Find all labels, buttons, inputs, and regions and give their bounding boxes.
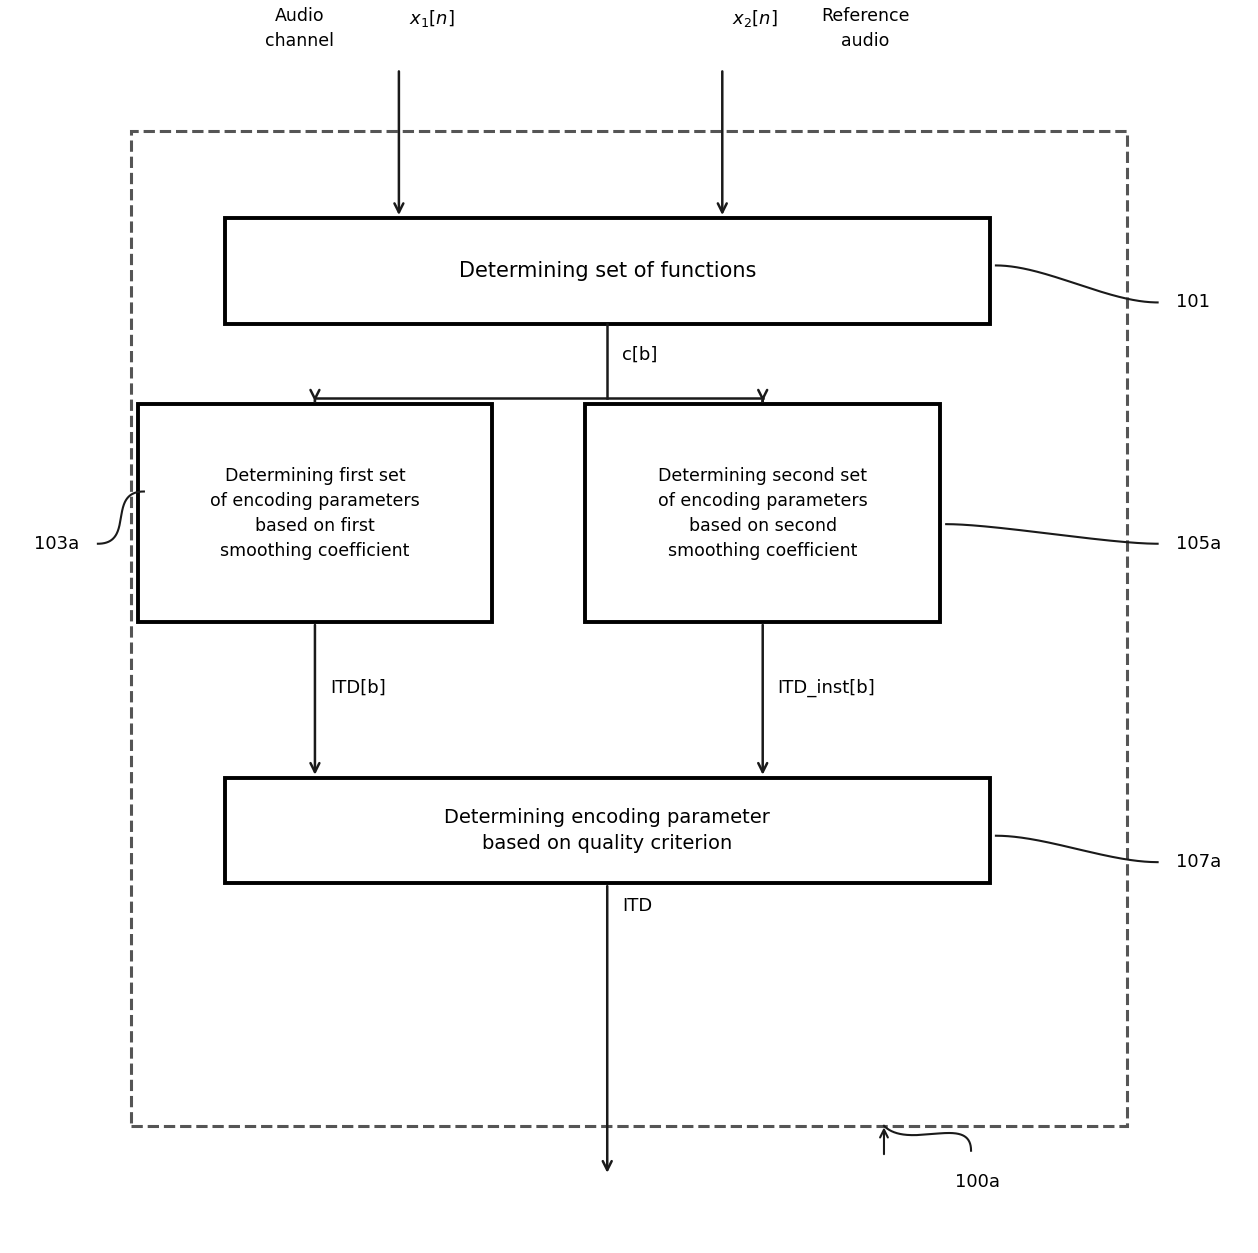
Text: Determining set of functions: Determining set of functions <box>459 261 756 281</box>
Text: audio: audio <box>842 31 889 50</box>
Text: ITD[b]: ITD[b] <box>330 678 386 697</box>
Text: ITD_inst[b]: ITD_inst[b] <box>777 678 876 697</box>
Text: 103a: 103a <box>34 535 79 553</box>
Text: 107a: 107a <box>1176 853 1222 871</box>
Text: c[b]: c[b] <box>623 346 658 363</box>
Text: Determining first set
of encoding parameters
based on first
smoothing coefficien: Determining first set of encoding parame… <box>210 467 420 560</box>
Bar <box>225 218 990 323</box>
Text: 100a: 100a <box>955 1173 1000 1190</box>
Text: ITD: ITD <box>623 897 653 915</box>
Text: 101: 101 <box>1176 293 1210 312</box>
Bar <box>225 778 990 883</box>
Text: Determining second set
of encoding parameters
based on second
smoothing coeffici: Determining second set of encoding param… <box>658 467 868 560</box>
Text: Determining encoding parameter
based on quality criterion: Determining encoding parameter based on … <box>444 808 770 853</box>
Text: Audio: Audio <box>274 8 325 25</box>
Bar <box>137 405 492 621</box>
Text: channel: channel <box>265 31 333 50</box>
Text: Reference: Reference <box>821 8 910 25</box>
Bar <box>132 130 1126 1126</box>
Text: $x_1[n]$: $x_1[n]$ <box>409 8 454 29</box>
Bar <box>585 405 940 621</box>
Text: 105a: 105a <box>1176 535 1222 553</box>
Text: $x_2[n]$: $x_2[n]$ <box>732 8 777 29</box>
